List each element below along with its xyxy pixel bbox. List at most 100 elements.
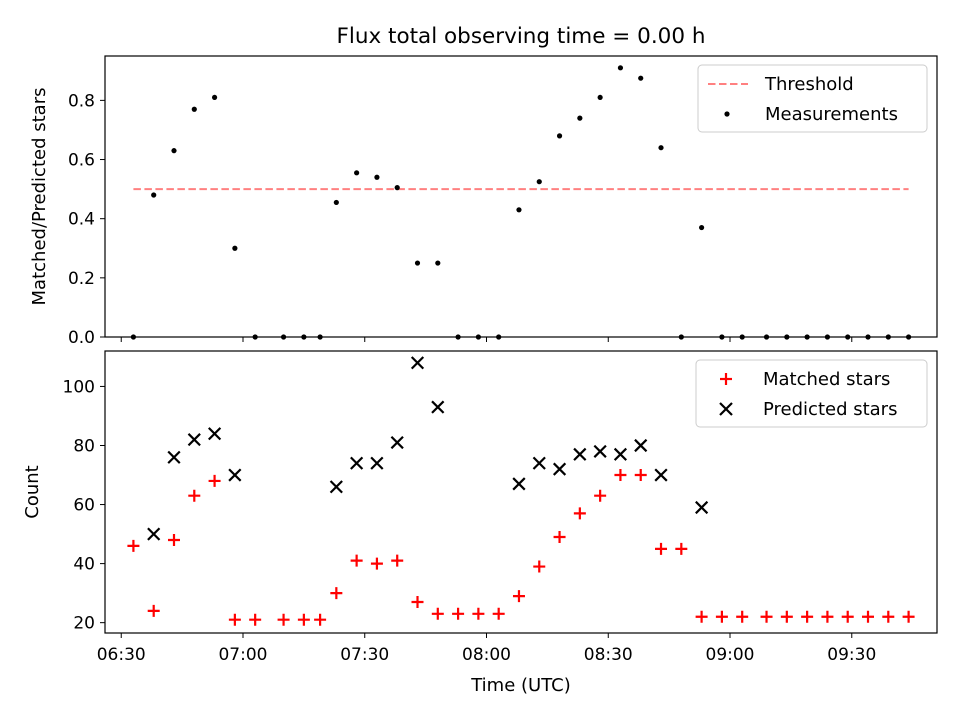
matched-star-point: [675, 542, 688, 555]
predicted-star-point: [147, 527, 161, 541]
measurement-point: [374, 174, 380, 180]
predicted-star-point: [654, 468, 668, 482]
bottom-y-tick-label: 80: [73, 436, 95, 456]
top-y-tick-label: 0.4: [68, 210, 95, 230]
matched-star-point: [330, 587, 343, 600]
legend-measurements-swatch: [724, 111, 730, 117]
matched-star-point: [533, 560, 546, 573]
measurement-point: [211, 94, 218, 101]
matched-star-point: [655, 542, 668, 555]
bottom-x-tick-label: 07:30: [340, 645, 389, 665]
matched-star-point: [277, 613, 290, 626]
matched-star-point: [297, 613, 310, 626]
measurement-point: [638, 75, 644, 81]
predicted-star-point: [512, 477, 526, 491]
measurement-point: [232, 245, 238, 251]
predicted-star-point: [593, 444, 607, 458]
matched-star-point: [350, 554, 363, 567]
top-legend-box: [697, 64, 928, 133]
matched-star-point: [452, 607, 465, 620]
measurement-point: [333, 199, 339, 206]
measurement-point: [617, 65, 624, 71]
chart-title: Flux total observing time = 0.00 h: [337, 24, 706, 49]
predicted-star-point: [431, 400, 445, 414]
measurement-point: [435, 260, 441, 266]
matched-star-point: [780, 610, 793, 623]
top-y-tick-label: 0.8: [68, 91, 95, 111]
matched-star-point: [431, 607, 444, 620]
matched-star-point: [862, 610, 875, 623]
measurement-point: [556, 133, 563, 139]
bottom-x-tick-label: 07:00: [218, 645, 267, 665]
measurement-point: [171, 148, 177, 154]
matched-star-point: [573, 507, 586, 520]
matched-star-point: [553, 531, 566, 544]
bottom-plot-frame: [104, 350, 938, 634]
predicted-star-point: [187, 433, 201, 447]
matched-star-point: [370, 557, 383, 570]
predicted-star-point: [329, 480, 343, 494]
matched-star-point: [821, 610, 834, 623]
measurement-point: [597, 94, 603, 101]
top-legend: Threshold Measurements: [697, 64, 928, 133]
bottom-x-tick-label: 08:30: [584, 645, 633, 665]
matched-star-point: [512, 590, 525, 603]
matched-star-point: [902, 610, 915, 623]
measurement-point: [414, 260, 421, 266]
top-y-tick-label: 0.6: [68, 151, 95, 171]
matched-star-point: [492, 607, 505, 620]
matched-star-point: [391, 554, 404, 567]
bottom-x-tick-label: 09:30: [827, 645, 876, 665]
matched-star-point: [127, 539, 140, 552]
measurement-point: [354, 170, 360, 176]
matched-star-point: [760, 610, 773, 623]
measurement-point: [658, 145, 664, 151]
top-y-tick-label: 0.2: [68, 269, 95, 289]
top-y-tick-label: 0.0: [68, 328, 95, 348]
bottom-y-tick-label: 60: [73, 496, 95, 516]
top-plot-frame: [104, 55, 938, 338]
matched-star-point: [228, 613, 241, 626]
measurement-point: [536, 179, 542, 185]
predicted-star-point: [552, 462, 567, 476]
bottom-legend-box: [695, 359, 928, 428]
bottom-marks: 20 40 60 80 100 06:30 07:00 07:30 08:00 08:30 09:0…: [63, 350, 938, 665]
top-panel: 0.00.20.40.60.8 Matched/Predicted stars …: [29, 55, 938, 348]
predicted-star-point: [613, 447, 628, 461]
bottom-y-tick-label: 20: [73, 614, 95, 634]
bottom-y-tick-label: 100: [63, 377, 95, 397]
bottom-x-tick-label: 06:30: [97, 645, 146, 665]
predicted-star-point: [410, 356, 425, 370]
matched-star-point: [695, 610, 708, 623]
predicted-star-point: [532, 456, 546, 470]
matched-star-point: [147, 604, 160, 617]
bottom-x-tick-label: 08:00: [462, 645, 511, 665]
matched-star-point: [208, 474, 221, 487]
matched-star-point: [736, 610, 749, 623]
predicted-star-point: [350, 456, 364, 470]
legend-measurements-label: Measurements: [765, 104, 898, 125]
legend-matched-swatch: [720, 373, 732, 385]
predicted-star-point: [167, 450, 181, 464]
matched-star-point: [188, 489, 201, 502]
top-marks: 0.0 0.2 0.4 0.6 0.8: [68, 55, 938, 348]
bottom-y-axis-label: Count: [22, 465, 43, 518]
matched-star-point: [634, 469, 647, 482]
measurement-point: [577, 115, 583, 121]
bottom-x-tick-label: 09:00: [706, 645, 755, 665]
matched-star-point: [841, 610, 854, 623]
predicted-star-point: [208, 427, 222, 441]
bottom-y-tick-label: 40: [73, 555, 95, 575]
measurement-point: [151, 192, 157, 198]
matched-star-point: [411, 595, 424, 608]
matched-star-point: [614, 469, 627, 482]
matched-star-point: [249, 613, 262, 626]
legend-predicted-swatch: [719, 402, 733, 416]
matched-star-point: [314, 613, 327, 626]
matched-star-point: [715, 610, 728, 623]
predicted-star-point: [228, 468, 242, 482]
predicted-star-point: [390, 435, 404, 450]
top-y-axis-label: Matched/Predicted stars: [29, 88, 50, 306]
predicted-star-point: [370, 456, 384, 470]
